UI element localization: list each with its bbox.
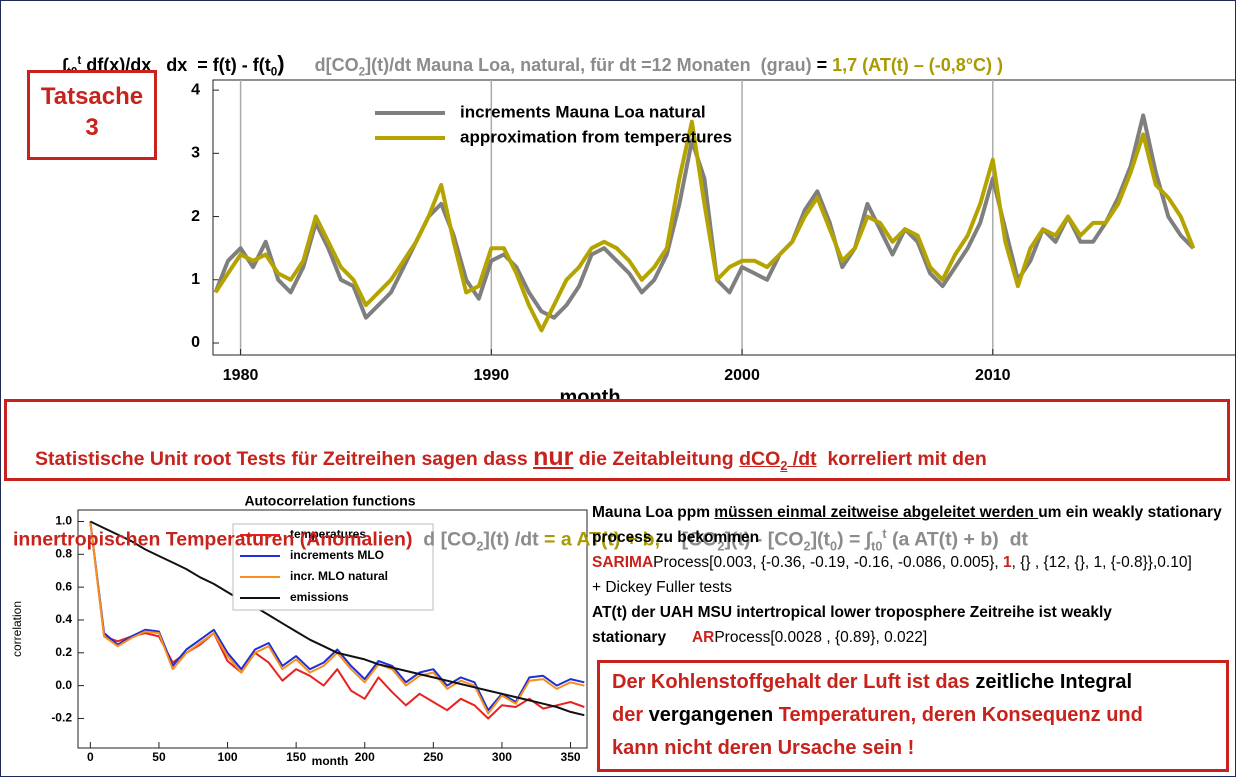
x-tick-label: 150 (286, 750, 306, 764)
text: (a AT(t) + b) dt (886, 528, 1028, 551)
x-tick-label: 350 (561, 750, 581, 764)
y-tick-label: 2 (191, 208, 200, 225)
text: 1 (1002, 554, 1012, 571)
x-tick-label: 0 (87, 750, 94, 764)
text: ](t (810, 528, 831, 551)
x-tick-label: 200 (355, 750, 375, 764)
y-tick-label: 4 (191, 81, 200, 98)
x-axis-label: month (312, 754, 349, 768)
legend-label: increments Mauna Loa natural (460, 102, 706, 121)
text: t (882, 526, 887, 541)
chart-increments: 1980 1990 2000 2010 0 1 2 3 4 increments Mauna Lo… (113, 79, 1236, 400)
y-tick-label: 3 (191, 145, 200, 162)
text: kann nicht deren Ursache sein ! (612, 737, 915, 759)
legend-label: approximation from temperatures (460, 127, 732, 146)
y-tick-label: 0.0 (55, 678, 72, 692)
header: ∫t0t df(x)/dx dx = f(t) - f(t0) d[CO2](t… (62, 30, 1003, 79)
text: die Zeitableitung (573, 448, 740, 470)
y-axis-label: correlation (10, 601, 24, 657)
text: 0 (830, 539, 838, 554)
x-tick-label: 300 (492, 750, 512, 764)
y-tick-label: 1 (191, 271, 200, 288)
text: Temperaturen, deren Konsequenz und (778, 704, 1143, 726)
text: , {} , {12, {}, 1, {-0.8}},0.10] (1011, 554, 1192, 571)
y-tick-label: 0.8 (55, 546, 72, 560)
text: 2 (780, 458, 788, 473)
text: 2 (358, 65, 366, 79)
legend-label: emissions (290, 590, 349, 604)
text: Process[0.003, {-0.36, -0.19, -0.16, -0.… (653, 554, 1003, 571)
text: + Dickey Fuller tests (592, 579, 732, 596)
text: um ein weakly stationary process zu beko… (592, 504, 1222, 546)
y-tick-label: 0 (191, 334, 200, 351)
x-tick-label: 50 (152, 750, 166, 764)
text: 2 (803, 539, 811, 554)
text: d[CO (314, 55, 359, 75)
chart-title: Autocorrelation functions (244, 493, 415, 509)
legend-label: temperatures (290, 527, 366, 541)
y-tick-label: -0.2 (51, 711, 72, 725)
text: AR (691, 629, 715, 646)
text: t0 (871, 539, 883, 554)
text: /dt (787, 448, 817, 470)
series-line (213, 119, 1196, 333)
text: Der Kohlenstoffgehalt der Luft ist das (612, 671, 976, 693)
chart-autocorrelation: 0 50 100 150 200 250 300 350 -0.2 0.0 0.2 0.4 0.6 0.8… (10, 493, 588, 768)
x-tick-label: 2000 (724, 367, 760, 384)
text: 3 (85, 114, 99, 141)
legend-label: incr. MLO natural (290, 569, 388, 583)
text: Statistische Unit root Tests für Zeitrei… (35, 448, 534, 470)
text: Mauna Loa ppm (592, 504, 715, 521)
series-line (89, 520, 585, 717)
plot-frame (212, 79, 1236, 356)
notes: Mauna Loa ppm müssen einmal zeitweise ab… (592, 500, 1232, 650)
x-tick-label: 1990 (474, 367, 510, 384)
text: Tatsache (40, 83, 144, 110)
text: innertropischen Temperaturen (Anomalien) (13, 528, 413, 551)
text: Process[0.0028 , {0.89}, 0.022] (714, 629, 928, 646)
text: = a AT(t) + b, (538, 528, 660, 551)
x-axis-label: month (559, 386, 620, 400)
text: ) (277, 51, 285, 76)
series-line (89, 521, 585, 720)
text: zeitliche Integral (975, 671, 1133, 693)
conclusion-box: Der Kohlenstoffgehalt der Luft ist das z… (597, 660, 1229, 772)
text: 2 (476, 539, 484, 554)
text: [CO (659, 528, 718, 551)
text: nur (533, 443, 574, 471)
x-tick-label: 100 (218, 750, 238, 764)
x-tick-label: 250 (423, 750, 443, 764)
legend-box (232, 523, 434, 611)
x-tick-label: 2010 (975, 367, 1011, 384)
legend-label: increments MLO (290, 548, 384, 562)
text: ) = ∫ (837, 528, 872, 551)
text: dCO (739, 448, 781, 470)
text: ∫ (62, 55, 67, 75)
text: müssen einmal zeitweise abgeleitet werde… (714, 504, 1039, 521)
text: ](t) - [CO (724, 528, 804, 551)
text: d [CO (412, 528, 477, 551)
series-line (213, 113, 1195, 320)
text: SARIMA (592, 554, 654, 571)
text: t (77, 54, 82, 67)
y-tick-label: 0.6 (55, 579, 72, 593)
plot-frame (77, 509, 588, 749)
text: 1,7 (AT(t) – (-0,8°C) ) (832, 55, 1004, 75)
y-tick-label: 0.2 (55, 645, 72, 659)
text: vergangenen (648, 704, 779, 726)
text: 0 (270, 65, 278, 79)
text: AT(t) der UAH MSU intertropical lower tr… (592, 604, 1112, 646)
text: 2 (717, 539, 725, 554)
y-tick-label: 1.0 (55, 514, 72, 528)
text: der (612, 704, 649, 726)
statement-box: Statistische Unit root Tests für Zeitrei… (4, 399, 1230, 553)
text: ](t) /dt (483, 528, 539, 551)
text: korreliert mit den (816, 448, 987, 470)
x-tick-label: 1980 (223, 367, 259, 384)
fact-box: Tatsache 3 (27, 70, 157, 160)
text: = (811, 55, 833, 75)
text: ](t)/dt Mauna Loa, natural, für dt =12 M… (365, 55, 812, 75)
y-tick-label: 0.4 (55, 612, 72, 626)
